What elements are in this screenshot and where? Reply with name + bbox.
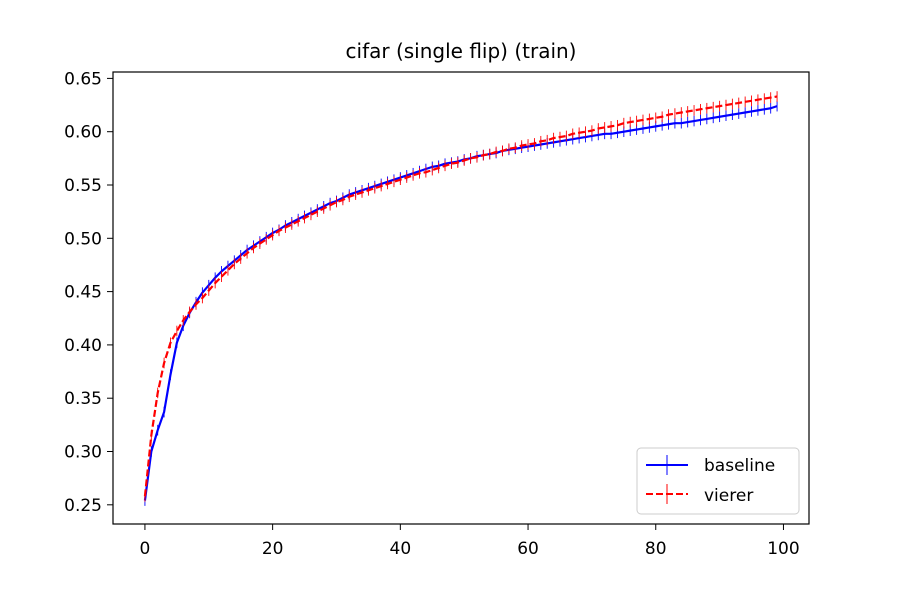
y-tick-label: 0.60 xyxy=(64,123,102,143)
legend-label-vierer: vierer xyxy=(704,486,753,506)
axes-frame xyxy=(112,71,810,525)
series-vierer xyxy=(143,91,778,502)
x-tick-label: 20 xyxy=(262,539,284,559)
y-tick-label: 0.35 xyxy=(64,389,102,409)
y-tick-label: 0.30 xyxy=(64,443,102,463)
y-tick-label: 0.40 xyxy=(64,336,102,356)
chart-title: cifar (single flip) (train) xyxy=(346,39,577,63)
series-line-baseline xyxy=(143,105,778,501)
y-tick-label: 0.50 xyxy=(64,229,102,249)
y-tick-label: 0.65 xyxy=(64,69,102,89)
y-axis-ticks: 0.25 0.30 0.35 0.40 0.45 0.50 0.55 0.60 0.65 xyxy=(64,69,113,516)
x-axis-ticks: 0 20 40 60 80 100 xyxy=(140,524,800,559)
x-tick-label: 100 xyxy=(767,539,799,559)
y-tick-label: 0.55 xyxy=(64,176,102,196)
y-tick-label: 0.25 xyxy=(64,496,102,516)
series-layer xyxy=(143,91,778,506)
x-tick-label: 40 xyxy=(390,539,412,559)
legend-label-baseline: baseline xyxy=(704,456,775,476)
x-tick-label: 80 xyxy=(645,539,667,559)
legend: baseline vierer xyxy=(636,447,800,515)
y-tick-label: 0.45 xyxy=(64,283,102,303)
x-tick-label: 0 xyxy=(140,539,151,559)
series-line-vierer xyxy=(143,95,778,497)
x-tick-label: 60 xyxy=(517,539,539,559)
